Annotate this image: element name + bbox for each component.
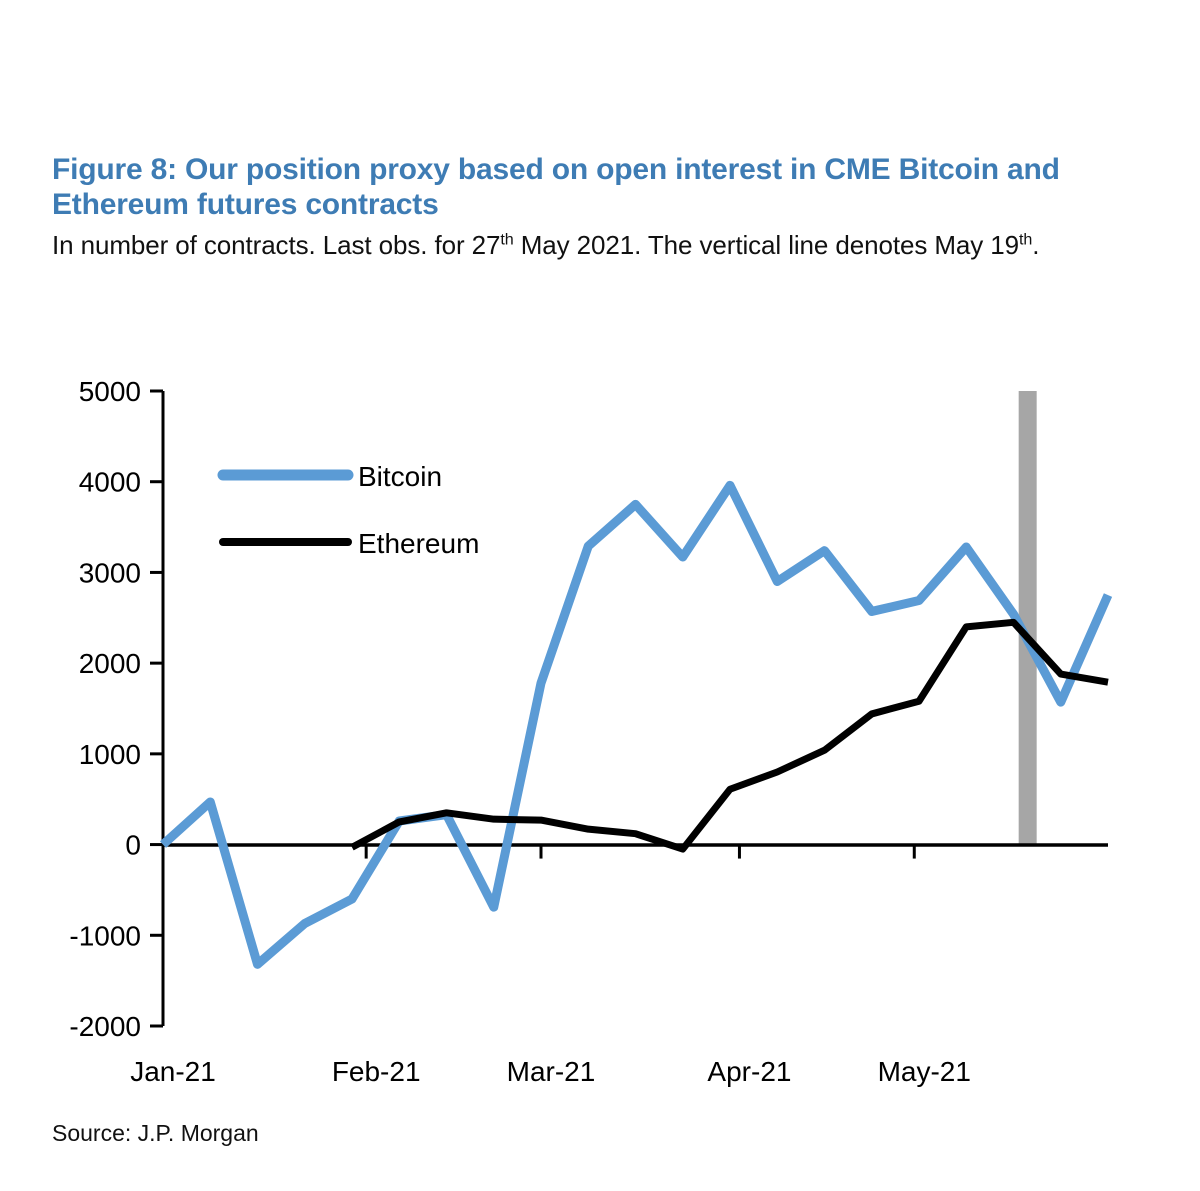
chart-legend: Bitcoin Ethereum bbox=[217, 461, 479, 559]
x-axis-tick-label: Jan-21 bbox=[130, 1056, 216, 1087]
y-axis-tick-label: -2000 bbox=[69, 1011, 141, 1042]
y-axis-tick-label: 4000 bbox=[79, 467, 141, 498]
chart-plot-area: 5000 4000 3000 2000 1000 0 -1000 -2000 Jan-21 Fe… bbox=[0, 350, 1200, 1110]
y-axis-tick-label: 3000 bbox=[79, 557, 141, 588]
y-axis-tick-label: 5000 bbox=[79, 376, 141, 407]
x-axis-tick-label: Apr-21 bbox=[707, 1056, 791, 1087]
subtitle-ordinal-2: th bbox=[1019, 230, 1033, 249]
y-axis-tick-labels: 5000 4000 3000 2000 1000 0 -1000 -2000 bbox=[69, 376, 141, 1042]
legend-label-ethereum: Ethereum bbox=[358, 528, 479, 559]
subtitle-text-1: In number of contracts. Last obs. for 27 bbox=[52, 229, 501, 260]
y-axis-tick-label: 1000 bbox=[79, 739, 141, 770]
annotation-layer bbox=[1018, 391, 1037, 845]
line-chart: 5000 4000 3000 2000 1000 0 -1000 -2000 Jan-21 Fe… bbox=[69, 376, 1113, 1087]
figure-subtitle: In number of contracts. Last obs. for 27… bbox=[52, 229, 1092, 263]
series-line-ethereum bbox=[350, 618, 1109, 853]
subtitle-text-2: May 2021. The vertical line denotes May … bbox=[513, 229, 1020, 260]
y-axis-tick-label: 0 bbox=[125, 830, 141, 861]
may-19-vertical-line bbox=[1018, 391, 1037, 845]
subtitle-ordinal-1: th bbox=[500, 230, 514, 249]
x-axis-tick-labels: Jan-21 Feb-21 Mar-21 Apr-21 May-21 bbox=[130, 1056, 971, 1087]
y-axis-tick-label: -1000 bbox=[69, 920, 141, 951]
x-axis-tick-marks bbox=[161, 844, 916, 859]
x-axis-tick-label: May-21 bbox=[878, 1056, 971, 1087]
y-axis-tick-marks bbox=[150, 389, 163, 1028]
series-line-bitcoin bbox=[159, 480, 1113, 969]
y-axis-tick-label: 2000 bbox=[79, 648, 141, 679]
legend-label-bitcoin: Bitcoin bbox=[358, 461, 442, 492]
subtitle-text-3: . bbox=[1032, 229, 1040, 260]
figure-header: Figure 8: Our position proxy based on op… bbox=[52, 152, 1092, 263]
figure-title: Figure 8: Our position proxy based on op… bbox=[52, 153, 1060, 222]
x-axis-tick-label: Mar-21 bbox=[507, 1056, 596, 1087]
series-layer bbox=[159, 480, 1113, 969]
x-axis-tick-label: Feb-21 bbox=[332, 1056, 421, 1087]
source-note: Source: J.P. Morgan bbox=[52, 1120, 259, 1146]
